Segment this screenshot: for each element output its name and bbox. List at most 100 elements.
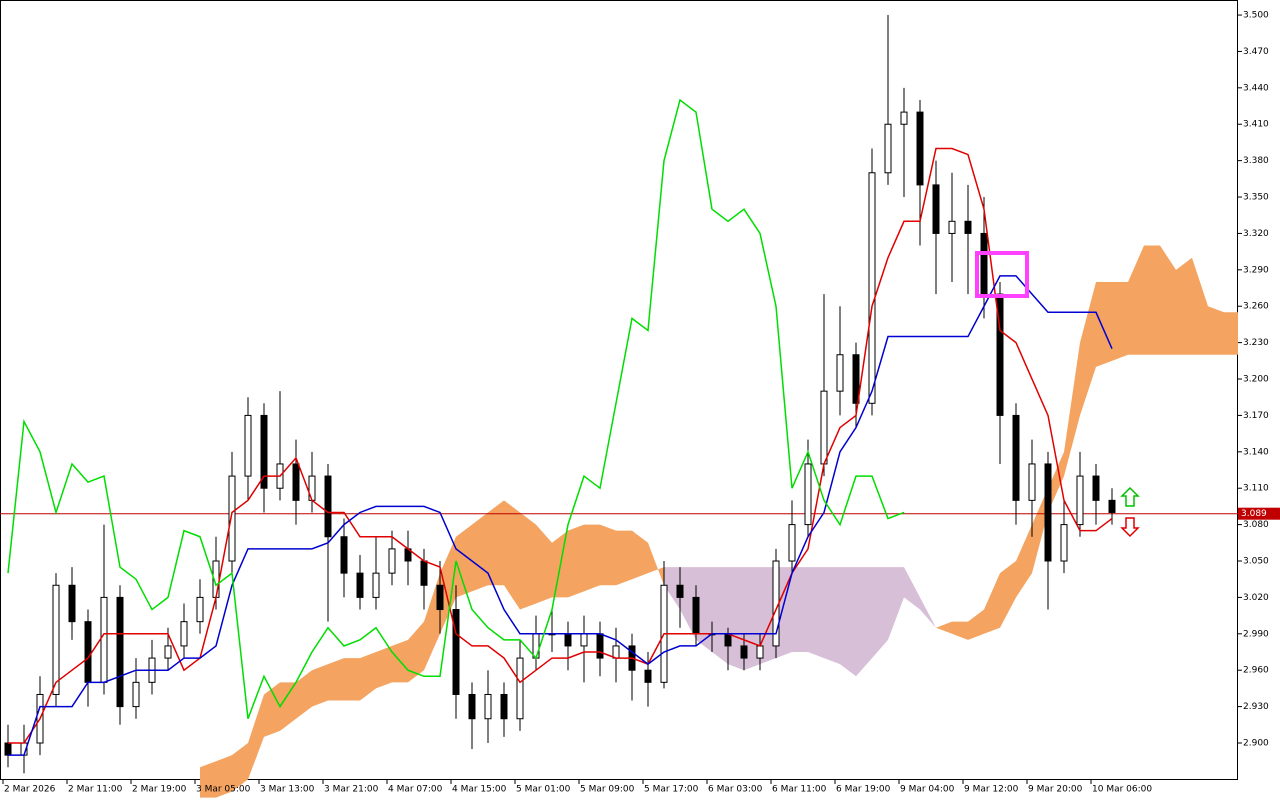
y-tick-label: 2.960 (1243, 666, 1269, 676)
cloud-segment (696, 567, 712, 653)
y-tick-label: 3.350 (1243, 193, 1269, 203)
x-tick-label: 4 Mar 07:00 (388, 785, 443, 795)
x-tick-label: 3 Mar 21:00 (324, 785, 379, 795)
candle-body (964, 220, 972, 234)
cloud-segment (1176, 257, 1192, 355)
candle-body (788, 524, 796, 562)
cloud-segment (312, 664, 328, 707)
cloud-segment (520, 512, 536, 610)
price-label-box (1238, 507, 1280, 520)
candle-body (452, 609, 460, 695)
x-tick-label: 2 Mar 2026 (4, 785, 56, 795)
cloud-segment (984, 573, 1000, 634)
candle-body (132, 681, 140, 708)
cloud-segment (232, 742, 248, 792)
cloud-segment (280, 682, 296, 731)
cloud-segment (408, 621, 424, 683)
candle-body (884, 123, 892, 174)
cloud-segment (536, 524, 552, 604)
x-tick-label: 6 Mar 19:00 (836, 785, 891, 795)
cloud-segment (440, 536, 456, 634)
cloud-segment (840, 567, 856, 677)
cloud-segment (1000, 561, 1016, 628)
cloud-segment (376, 645, 392, 689)
candle-body (852, 354, 860, 404)
price-label: 3.089 (1241, 509, 1267, 519)
buy-arrow (1120, 486, 1140, 507)
candle-body (196, 596, 204, 623)
cloud-segment (472, 512, 488, 592)
candle-body (244, 414, 252, 477)
indicator-line (8, 147, 1113, 744)
y-tick-label: 3.500 (1243, 11, 1269, 21)
candle-body (84, 621, 92, 683)
candle-body (52, 584, 60, 695)
x-tick-label: 5 Mar 09:00 (580, 785, 635, 795)
candle-body (1108, 499, 1116, 513)
cloud-segment (328, 658, 344, 701)
plot-frame (0, 0, 1238, 780)
y-tick-label: 2.900 (1243, 738, 1269, 748)
cloud-segment (1192, 257, 1208, 355)
cloud-segment (1048, 451, 1064, 513)
candle-body (1028, 463, 1036, 501)
candle-body (260, 414, 268, 489)
candle-body (1060, 524, 1068, 562)
y-tick-label: 3.230 (1243, 338, 1269, 348)
cloud-segment (456, 524, 472, 598)
cloud-segment (600, 524, 616, 586)
candle-body (388, 548, 396, 574)
candle-body (324, 475, 332, 538)
cloud-segment (200, 761, 216, 798)
sell-arrow (1120, 517, 1140, 538)
cloud-segment (952, 621, 968, 640)
x-tick-label: 3 Mar 13:00 (260, 785, 315, 795)
cloud-segment (216, 755, 232, 798)
x-tick-label: 3 Mar 05:00 (196, 785, 251, 795)
candle-body (116, 596, 124, 708)
candle-body (356, 572, 364, 598)
y-tick-label: 3.200 (1243, 375, 1269, 385)
candle-body (484, 693, 492, 720)
candle-body (372, 572, 380, 598)
cloud-segment (344, 658, 360, 701)
y-tick-label: 3.380 (1243, 156, 1269, 166)
cloud-segment (1144, 245, 1160, 355)
cloud-segment (296, 670, 312, 719)
cloud-segment (792, 567, 808, 653)
cloud-segment (728, 567, 744, 671)
x-tick-label: 9 Mar 12:00 (964, 785, 1019, 795)
candle-body (644, 669, 652, 683)
x-tick-label: 4 Mar 15:00 (452, 785, 507, 795)
candle-body (740, 645, 748, 659)
cloud-segment (424, 573, 440, 671)
cloud-segment (968, 609, 984, 640)
candle-body (68, 584, 76, 623)
cloud-segment (904, 567, 920, 610)
candle-body (516, 657, 524, 720)
cloud-segment (360, 652, 376, 701)
candle-body (868, 172, 876, 404)
y-tick-label: 2.990 (1243, 629, 1269, 639)
x-tick-label: 9 Mar 20:00 (1028, 785, 1083, 795)
candle-body (1092, 475, 1100, 501)
candle-body (692, 596, 700, 635)
cloud-segment (1160, 245, 1176, 355)
candle-body (980, 232, 988, 295)
y-tick-label: 3.410 (1243, 120, 1269, 130)
candle-body (612, 645, 620, 659)
cloud-segment (824, 567, 840, 665)
x-tick-label: 5 Mar 17:00 (644, 785, 699, 795)
cloud-segment (760, 567, 776, 665)
candle-body (340, 536, 348, 574)
cloud-segment (1224, 312, 1238, 355)
candle-body (164, 645, 172, 659)
x-tick-label: 5 Mar 01:00 (516, 785, 571, 795)
highlight-box (975, 251, 1029, 298)
cloud-segment (504, 500, 520, 610)
candle-body (1012, 414, 1020, 501)
y-tick-label: 3.020 (1243, 593, 1269, 603)
cloud-segment (1128, 245, 1144, 355)
cloud-segment (632, 530, 648, 580)
